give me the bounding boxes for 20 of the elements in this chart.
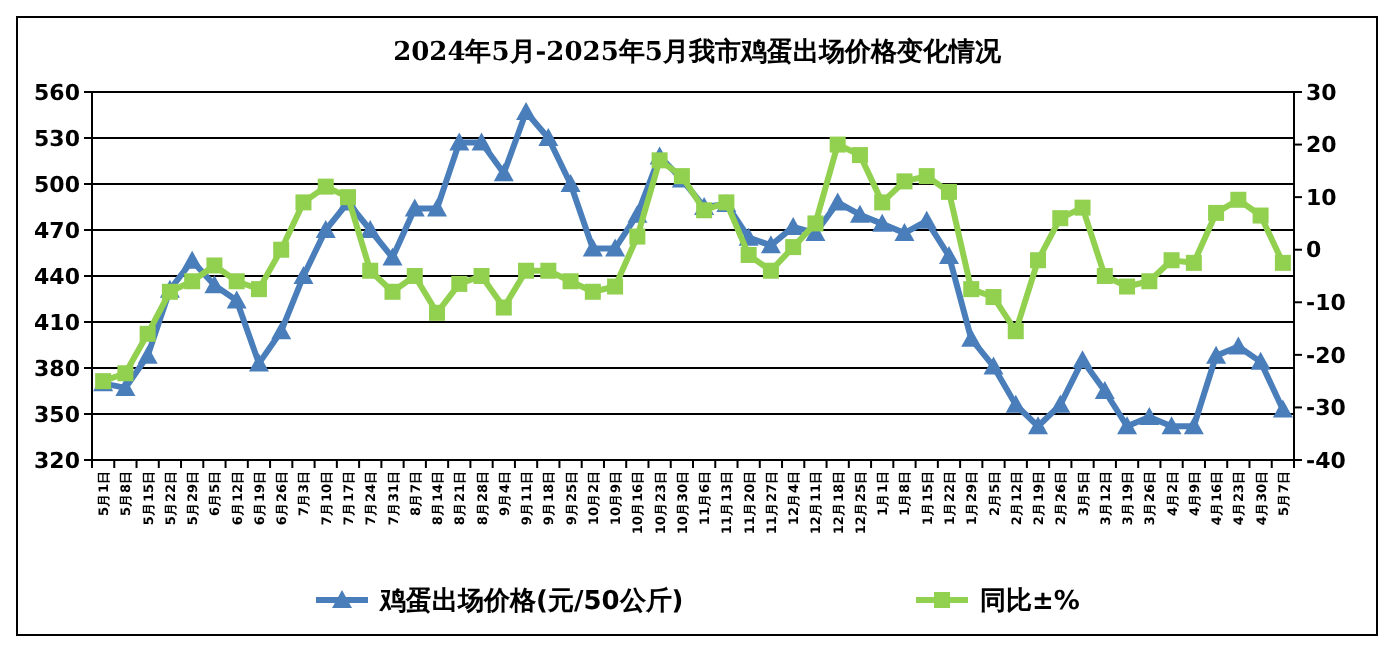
y2-tick-label: -30 [1306,395,1347,422]
y2-tick-label: 0 [1306,237,1322,264]
y-tick-label: 440 [34,263,81,290]
y-tick-label: 500 [34,171,81,198]
y2-tick-label: 10 [1306,184,1338,211]
y-tick-label: 350 [34,401,81,428]
y-tick-label: 380 [34,355,81,382]
y2-tick-label: -40 [1306,447,1347,474]
y2-tick-label: 20 [1306,132,1338,159]
y-tick-label: 530 [34,125,81,152]
y-tick-label: 410 [34,309,81,336]
chart-title: 2024年5月-2025年5月我市鸡蛋出场价格变化情况 [393,36,1003,68]
y-tick-label: 470 [34,217,81,244]
y-tick-label: 320 [34,447,81,474]
y2-tick-label: -10 [1306,289,1347,316]
y2-tick-label: 30 [1306,79,1338,106]
y2-tick-label: -20 [1306,342,1347,369]
legend-label: 同比±% [980,587,1080,618]
y-tick-label: 560 [34,79,81,106]
legend-label: 鸡蛋出场价格(元/50公斤) [378,585,684,618]
